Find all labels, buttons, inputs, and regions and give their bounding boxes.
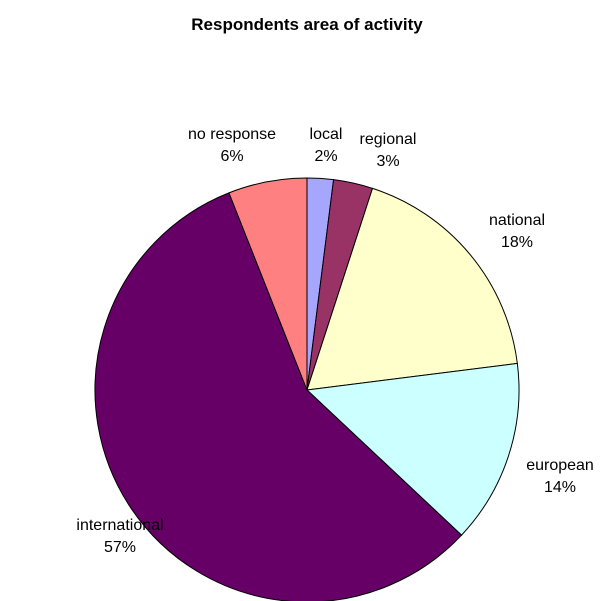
- pie-slice-national: [306, 187, 518, 391]
- slice-value-local: 2%: [314, 148, 337, 165]
- slice-label-national: national: [489, 212, 545, 229]
- slice-label-european: european: [526, 457, 594, 474]
- pie-labels: local 2% regional 3% national 18% european 14% i…: [76, 126, 593, 556]
- pie-slice-european: [305, 362, 520, 536]
- slice-label-local: local: [310, 126, 343, 143]
- pie-slices: [94, 177, 520, 601]
- slice-label-regional: regional: [360, 131, 417, 148]
- pie-slice-no-response: [228, 177, 308, 391]
- slice-label-international: international: [76, 517, 163, 534]
- slice-value-regional: 3%: [376, 153, 399, 170]
- slice-value-international: 57%: [104, 539, 136, 556]
- slice-value-national: 18%: [501, 234, 533, 251]
- pie-slice-international: [94, 192, 463, 601]
- slice-value-no-response: 6%: [220, 148, 243, 165]
- slice-value-european: 14%: [544, 479, 576, 496]
- chart-title: Respondents area of activity: [191, 15, 423, 34]
- slice-label-no-response: no response: [188, 126, 276, 143]
